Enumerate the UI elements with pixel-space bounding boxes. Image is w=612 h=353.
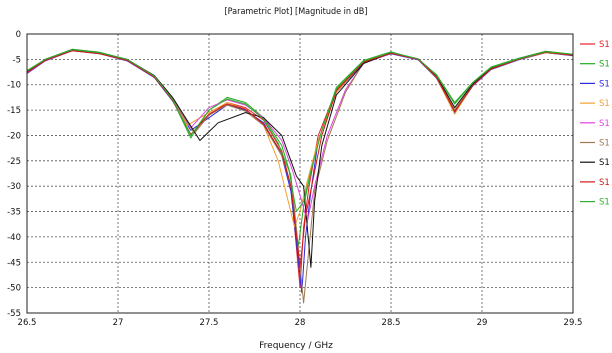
legend-label: S1	[599, 119, 610, 129]
x-tick-label: 26.5	[18, 318, 37, 328]
y-tick-label: -35	[7, 208, 21, 218]
y-tick-label: -10	[7, 81, 21, 91]
legend-label: S1	[599, 158, 610, 168]
axes	[26, 33, 574, 314]
plot-frame	[26, 33, 574, 314]
y-tick-label: -5	[13, 55, 21, 65]
y-tick-label: 0	[16, 30, 21, 40]
x-tick-label: 29	[477, 318, 488, 328]
legend-label: S1	[599, 99, 610, 109]
legend-label: S1	[599, 60, 610, 70]
legend-label: S1	[599, 40, 610, 50]
legend: S1 S1 S1 S1 S1 S1 S1 S1 S1	[580, 40, 610, 208]
y-tick-label: -15	[7, 106, 21, 116]
y-tick-label: -25	[7, 157, 21, 167]
x-tick-label: 27.5	[200, 318, 219, 328]
x-tick-label: 28	[295, 318, 306, 328]
legend-label: S1	[599, 178, 610, 188]
x-tick-label: 27	[113, 318, 124, 328]
y-tick-label: -45	[7, 258, 21, 268]
series-line-8	[26, 50, 574, 268]
y-tick-label: -40	[7, 233, 21, 243]
y-tick-label: -30	[7, 182, 21, 192]
series-lines	[26, 48, 574, 304]
y-tick-labels: 0 -5 -10 -15 -20 -25 -30 -35 -40 -45 -50 -55	[7, 30, 21, 319]
y-tick-label: -50	[7, 284, 21, 294]
legend-label: S1	[599, 79, 610, 89]
y-tick-label: -20	[7, 131, 21, 141]
x-tick-labels: 26.5 27 27.5 28 28.5 29 29.5	[18, 318, 583, 328]
x-tick-label: 28.5	[382, 318, 401, 328]
legend-label: S1	[599, 198, 610, 208]
y-tick-label: -55	[7, 309, 21, 319]
x-tick-label: 29.5	[564, 318, 583, 328]
x-axis-label: Frequency / GHz	[259, 341, 333, 351]
legend-label: S1	[599, 139, 610, 149]
series-line-9	[26, 49, 574, 212]
chart-title: [Parametric Plot] [Magnitude in dB]	[225, 7, 368, 17]
